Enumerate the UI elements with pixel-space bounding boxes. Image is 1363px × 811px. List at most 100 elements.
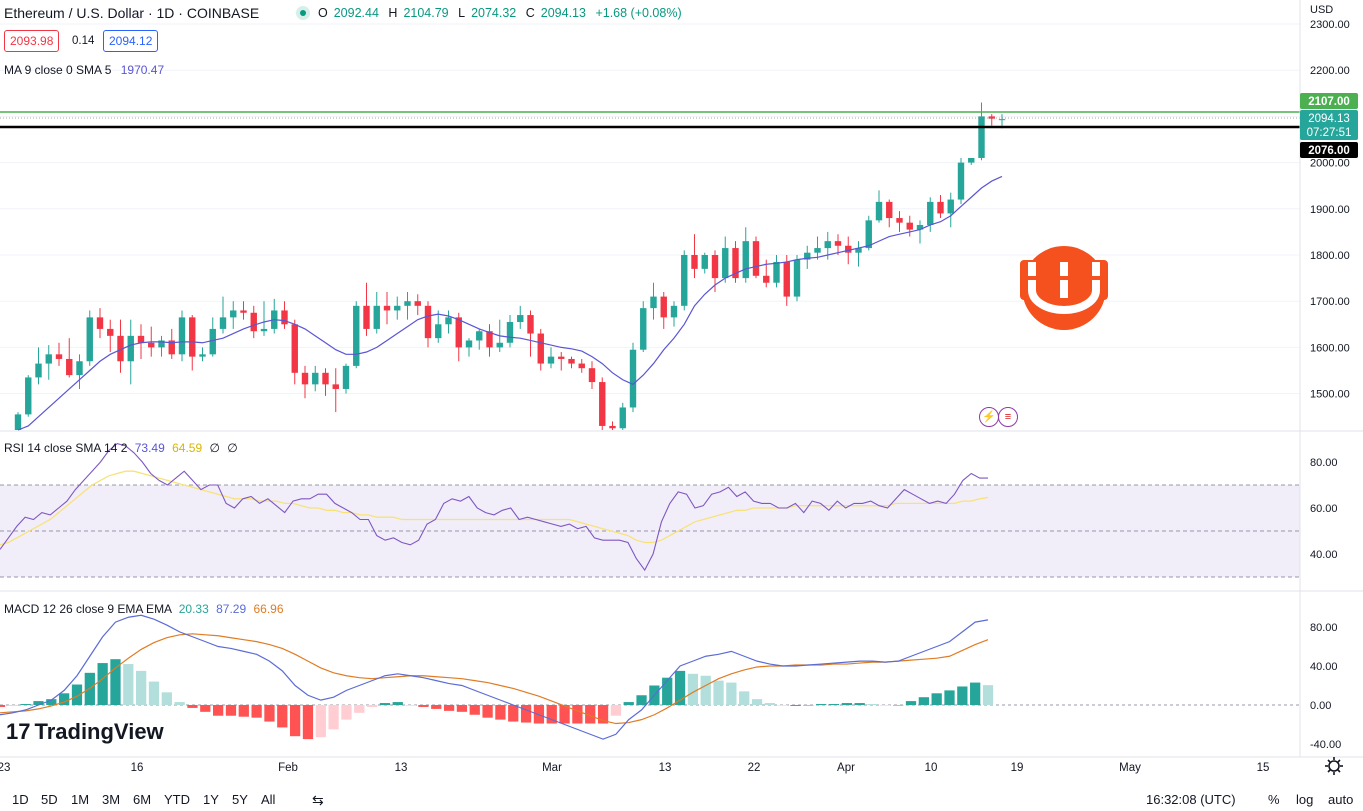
range-6m[interactable]: 6M <box>133 792 152 807</box>
candle[interactable] <box>281 301 288 329</box>
candle[interactable] <box>178 310 186 362</box>
candle[interactable] <box>199 347 206 362</box>
candle[interactable] <box>107 319 114 353</box>
candle[interactable] <box>537 328 544 371</box>
candle[interactable] <box>394 296 401 320</box>
symbol-title[interactable]: Ethereum / U.S. Dollar · 1D · COINBASE <box>4 5 260 21</box>
ask-button[interactable]: 2094.12 <box>103 30 159 52</box>
candle[interactable] <box>353 301 360 369</box>
candle[interactable] <box>588 361 596 389</box>
candle[interactable] <box>886 199 893 228</box>
candle[interactable] <box>127 319 134 385</box>
log-toggle[interactable]: log <box>1296 792 1314 807</box>
candle[interactable] <box>414 294 421 316</box>
percent-toggle[interactable]: % <box>1268 792 1280 807</box>
time-axis[interactable]: 23 16 Feb 13 Mar 13 22 Apr 10 19 May 15 <box>0 762 1269 774</box>
candle[interactable] <box>701 252 708 274</box>
tradingview-logo[interactable]: 17 TradingView <box>6 719 164 744</box>
candle[interactable] <box>568 356 575 369</box>
candle[interactable] <box>404 291 411 320</box>
candle[interactable] <box>619 402 626 430</box>
candle[interactable] <box>855 241 862 267</box>
candle[interactable] <box>752 236 760 279</box>
candle[interactable] <box>957 157 965 205</box>
candle[interactable] <box>742 227 749 283</box>
candle[interactable] <box>445 310 452 334</box>
candle[interactable] <box>783 255 790 306</box>
candle[interactable] <box>681 250 688 311</box>
candle[interactable] <box>291 319 298 385</box>
candle[interactable] <box>240 301 247 320</box>
candle[interactable] <box>219 296 227 334</box>
auto-toggle[interactable]: auto <box>1328 792 1354 807</box>
candle[interactable] <box>86 310 93 366</box>
clock-time[interactable]: 16:32:08 (UTC) <box>1146 792 1236 807</box>
candle[interactable] <box>773 255 780 288</box>
candle[interactable] <box>486 324 493 357</box>
candle[interactable] <box>383 291 391 325</box>
bid-button[interactable]: 2093.98 <box>4 30 60 52</box>
candles[interactable] <box>14 102 1006 430</box>
candle[interactable] <box>301 365 309 399</box>
range-1y[interactable]: 1Y <box>203 792 219 807</box>
candle[interactable] <box>629 342 637 413</box>
range-1m[interactable]: 1M <box>71 792 90 807</box>
range-5d[interactable]: 5D <box>41 792 58 807</box>
candle[interactable] <box>506 315 514 348</box>
candle[interactable] <box>599 377 606 430</box>
candle[interactable] <box>814 236 821 260</box>
candle[interactable] <box>670 301 678 327</box>
candle[interactable] <box>547 347 555 369</box>
candle[interactable] <box>650 282 657 320</box>
candle[interactable] <box>209 317 216 357</box>
gear-icon[interactable] <box>1325 757 1343 775</box>
candle[interactable] <box>660 291 667 329</box>
candle[interactable] <box>722 236 729 283</box>
candle[interactable] <box>168 328 175 359</box>
candle[interactable] <box>947 192 954 228</box>
lightning-event-icon[interactable]: ⚡ <box>979 407 999 427</box>
candle[interactable] <box>865 215 872 251</box>
candle[interactable] <box>45 345 52 380</box>
currency-label[interactable]: USD <box>1310 4 1333 16</box>
candle[interactable] <box>906 215 913 237</box>
date-range-icon[interactable]: ⇆ <box>312 792 324 808</box>
candle[interactable] <box>373 291 380 334</box>
ma-legend[interactable]: MA 9 close 0 SMA 5 1970.47 <box>4 63 164 77</box>
candle[interactable] <box>793 255 801 302</box>
candle[interactable] <box>517 305 524 329</box>
candle[interactable] <box>332 368 339 413</box>
candle[interactable] <box>35 347 42 385</box>
candle[interactable] <box>76 354 83 389</box>
candle[interactable] <box>137 324 145 359</box>
candle[interactable] <box>342 363 350 394</box>
candle[interactable] <box>250 305 257 339</box>
candle[interactable] <box>230 301 237 329</box>
rsi-legend[interactable]: RSI 14 close SMA 14 2 73.49 64.59 ∅ ∅ <box>4 441 238 455</box>
candle[interactable] <box>896 211 903 232</box>
candle[interactable] <box>476 328 483 350</box>
candle[interactable] <box>875 190 883 223</box>
candle[interactable] <box>424 301 432 348</box>
candle[interactable] <box>271 298 278 334</box>
candle[interactable] <box>916 220 924 244</box>
candle[interactable] <box>691 234 698 279</box>
range-3m[interactable]: 3M <box>102 792 121 807</box>
candle[interactable] <box>988 114 995 126</box>
candle[interactable] <box>14 412 22 430</box>
us-flag-event-icon[interactable]: ≡ <box>998 407 1018 427</box>
candle[interactable] <box>25 375 32 417</box>
candle[interactable] <box>968 157 975 165</box>
candle[interactable] <box>312 365 319 392</box>
candle[interactable] <box>978 102 985 161</box>
candle[interactable] <box>937 194 944 219</box>
candle[interactable] <box>609 421 616 430</box>
range-all[interactable]: All <box>261 792 276 807</box>
candle[interactable] <box>66 338 73 378</box>
candle[interactable] <box>189 315 196 371</box>
candle[interactable] <box>322 368 329 396</box>
candle[interactable] <box>732 241 739 283</box>
candle[interactable] <box>558 352 565 371</box>
candle[interactable] <box>465 338 473 357</box>
